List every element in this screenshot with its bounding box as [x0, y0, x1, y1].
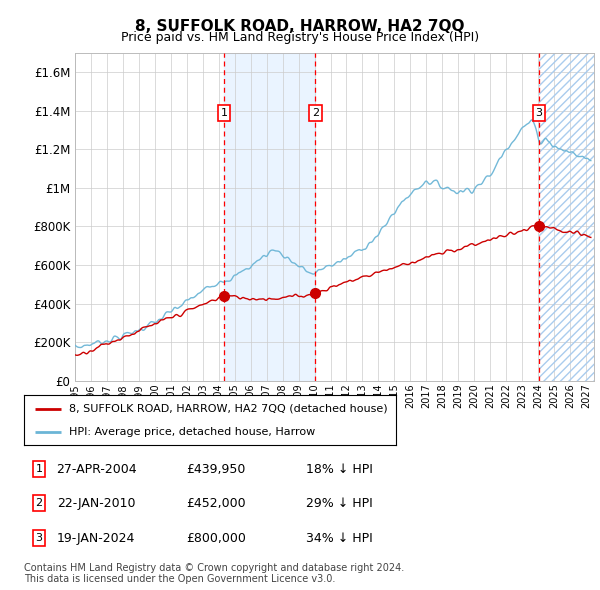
Text: £800,000: £800,000: [186, 532, 246, 545]
Text: Price paid vs. HM Land Registry's House Price Index (HPI): Price paid vs. HM Land Registry's House …: [121, 31, 479, 44]
Text: 2: 2: [312, 108, 319, 118]
Text: 18% ↓ HPI: 18% ↓ HPI: [305, 463, 373, 476]
Text: 3: 3: [35, 533, 43, 543]
Bar: [224, 53, 316, 381]
Text: 1: 1: [35, 464, 43, 474]
Text: This data is licensed under the Open Government Licence v3.0.: This data is licensed under the Open Gov…: [24, 575, 335, 584]
Bar: [539, 53, 594, 381]
Text: 1: 1: [220, 108, 227, 118]
Text: £452,000: £452,000: [186, 497, 246, 510]
Text: £439,950: £439,950: [187, 463, 245, 476]
Text: HPI: Average price, detached house, Harrow: HPI: Average price, detached house, Harr…: [68, 427, 315, 437]
Text: 8, SUFFOLK ROAD, HARROW, HA2 7QQ (detached house): 8, SUFFOLK ROAD, HARROW, HA2 7QQ (detach…: [68, 404, 387, 414]
Text: Contains HM Land Registry data © Crown copyright and database right 2024.: Contains HM Land Registry data © Crown c…: [24, 563, 404, 572]
Text: 22-JAN-2010: 22-JAN-2010: [57, 497, 135, 510]
Text: 8, SUFFOLK ROAD, HARROW, HA2 7QQ: 8, SUFFOLK ROAD, HARROW, HA2 7QQ: [135, 19, 465, 34]
Text: 27-APR-2004: 27-APR-2004: [56, 463, 136, 476]
Text: 29% ↓ HPI: 29% ↓ HPI: [305, 497, 373, 510]
Text: 34% ↓ HPI: 34% ↓ HPI: [305, 532, 373, 545]
Text: 2: 2: [35, 499, 43, 508]
Text: 19-JAN-2024: 19-JAN-2024: [57, 532, 135, 545]
Text: 3: 3: [535, 108, 542, 118]
Bar: [539, 53, 594, 381]
